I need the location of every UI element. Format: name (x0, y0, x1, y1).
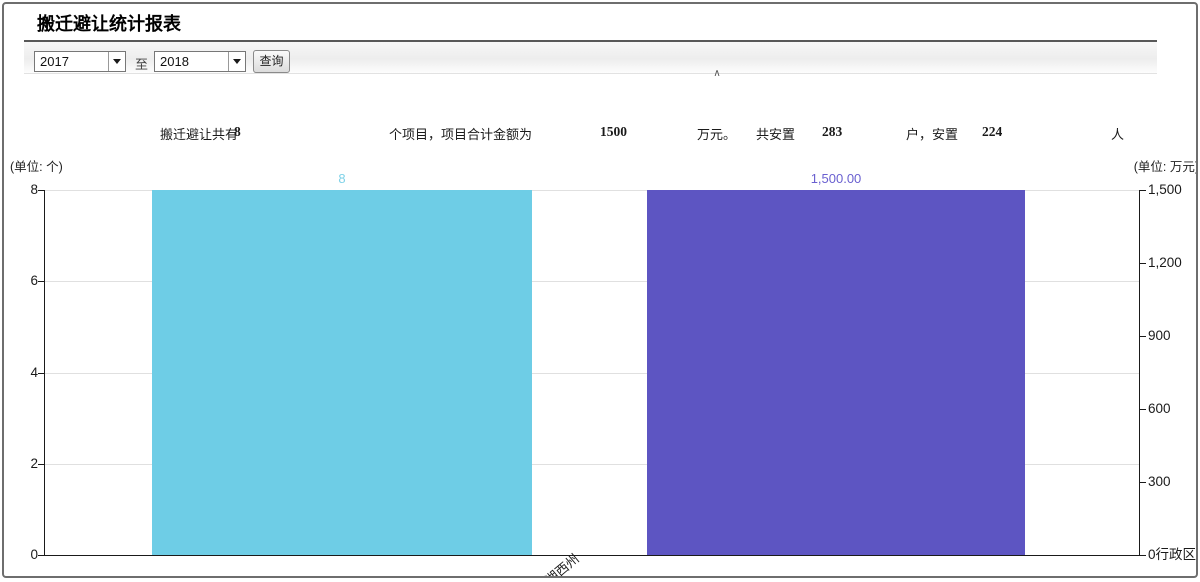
total-amount-value: 1500 (600, 124, 627, 139)
collapse-panel-icon[interactable]: ∧ (713, 68, 721, 79)
right-axis-unit: (单位: 万元) (1133, 160, 1198, 174)
summary-text: 户，安置 (906, 127, 959, 142)
axis-tick (38, 555, 44, 556)
axis-tick (38, 464, 44, 465)
query-button[interactable]: 查询 (253, 50, 290, 73)
gridline (45, 281, 1139, 282)
households-value: 283 (822, 124, 843, 139)
to-label: 至 (135, 57, 149, 72)
bar-label-amount: 1,500.00 (810, 171, 862, 186)
gridline (45, 464, 1139, 465)
gridline (45, 190, 1139, 191)
query-toolbar: 2017 至 2018 查询 (24, 40, 1157, 74)
summary-text: 万元。 (697, 127, 737, 142)
right-tick-label: 0 (1148, 547, 1156, 562)
year-to-select[interactable]: 2018 (154, 51, 246, 72)
left-tick-label: 0 (30, 547, 38, 562)
left-tick-label: 4 (30, 365, 38, 380)
axis-tick (1140, 336, 1146, 337)
project-count-value: 8 (234, 124, 241, 139)
left-tick-label: 6 (30, 273, 38, 288)
dropdown-arrow-icon[interactable] (228, 52, 245, 71)
gridline (45, 373, 1139, 374)
people-value: 224 (982, 124, 1003, 139)
summary-text: 个项目，项目合计金额为 (389, 127, 533, 142)
axis-tick (1140, 190, 1146, 191)
axis-tick (1140, 482, 1146, 483)
right-y-axis (1139, 190, 1140, 556)
right-tick-label: 600 (1148, 401, 1171, 416)
right-tick-label: 300 (1148, 474, 1171, 489)
right-tick-zero-and-axis-name: 0行政区划 (1148, 547, 1197, 563)
x-axis-name: 行政区划 (1155, 547, 1197, 562)
summary-text: 人 (1111, 127, 1125, 142)
left-tick-label: 8 (30, 182, 38, 197)
left-axis-unit: (单位: 个) (10, 160, 63, 174)
year-to-value: 2018 (160, 54, 189, 69)
right-tick-label: 1,500 (1148, 182, 1182, 197)
axis-tick (1140, 263, 1146, 264)
right-tick-label: 1,200 (1148, 255, 1182, 270)
bar-label-count: 8 (338, 171, 346, 186)
right-tick-label: 900 (1148, 328, 1171, 343)
bar-project-count[interactable] (152, 190, 532, 555)
axis-tick (38, 281, 44, 282)
left-y-axis (44, 190, 45, 556)
axis-tick (1140, 409, 1146, 410)
x-category-label: 湘西州 (542, 550, 582, 578)
summary-text: 搬迁避让共有 (160, 127, 239, 142)
bar-project-amount[interactable] (647, 190, 1025, 555)
year-from-value: 2017 (40, 54, 69, 69)
dropdown-arrow-icon[interactable] (108, 52, 125, 71)
axis-tick (38, 190, 44, 191)
left-tick-label: 2 (30, 456, 38, 471)
triangle-down-icon (233, 59, 241, 64)
year-from-select[interactable]: 2017 (34, 51, 126, 72)
axis-tick (38, 373, 44, 374)
page-title: 搬迁避让统计报表 (37, 14, 181, 34)
triangle-down-icon (113, 59, 121, 64)
axis-tick (1140, 555, 1146, 556)
summary-text: 共安置 (756, 127, 796, 142)
x-axis (44, 555, 1140, 556)
